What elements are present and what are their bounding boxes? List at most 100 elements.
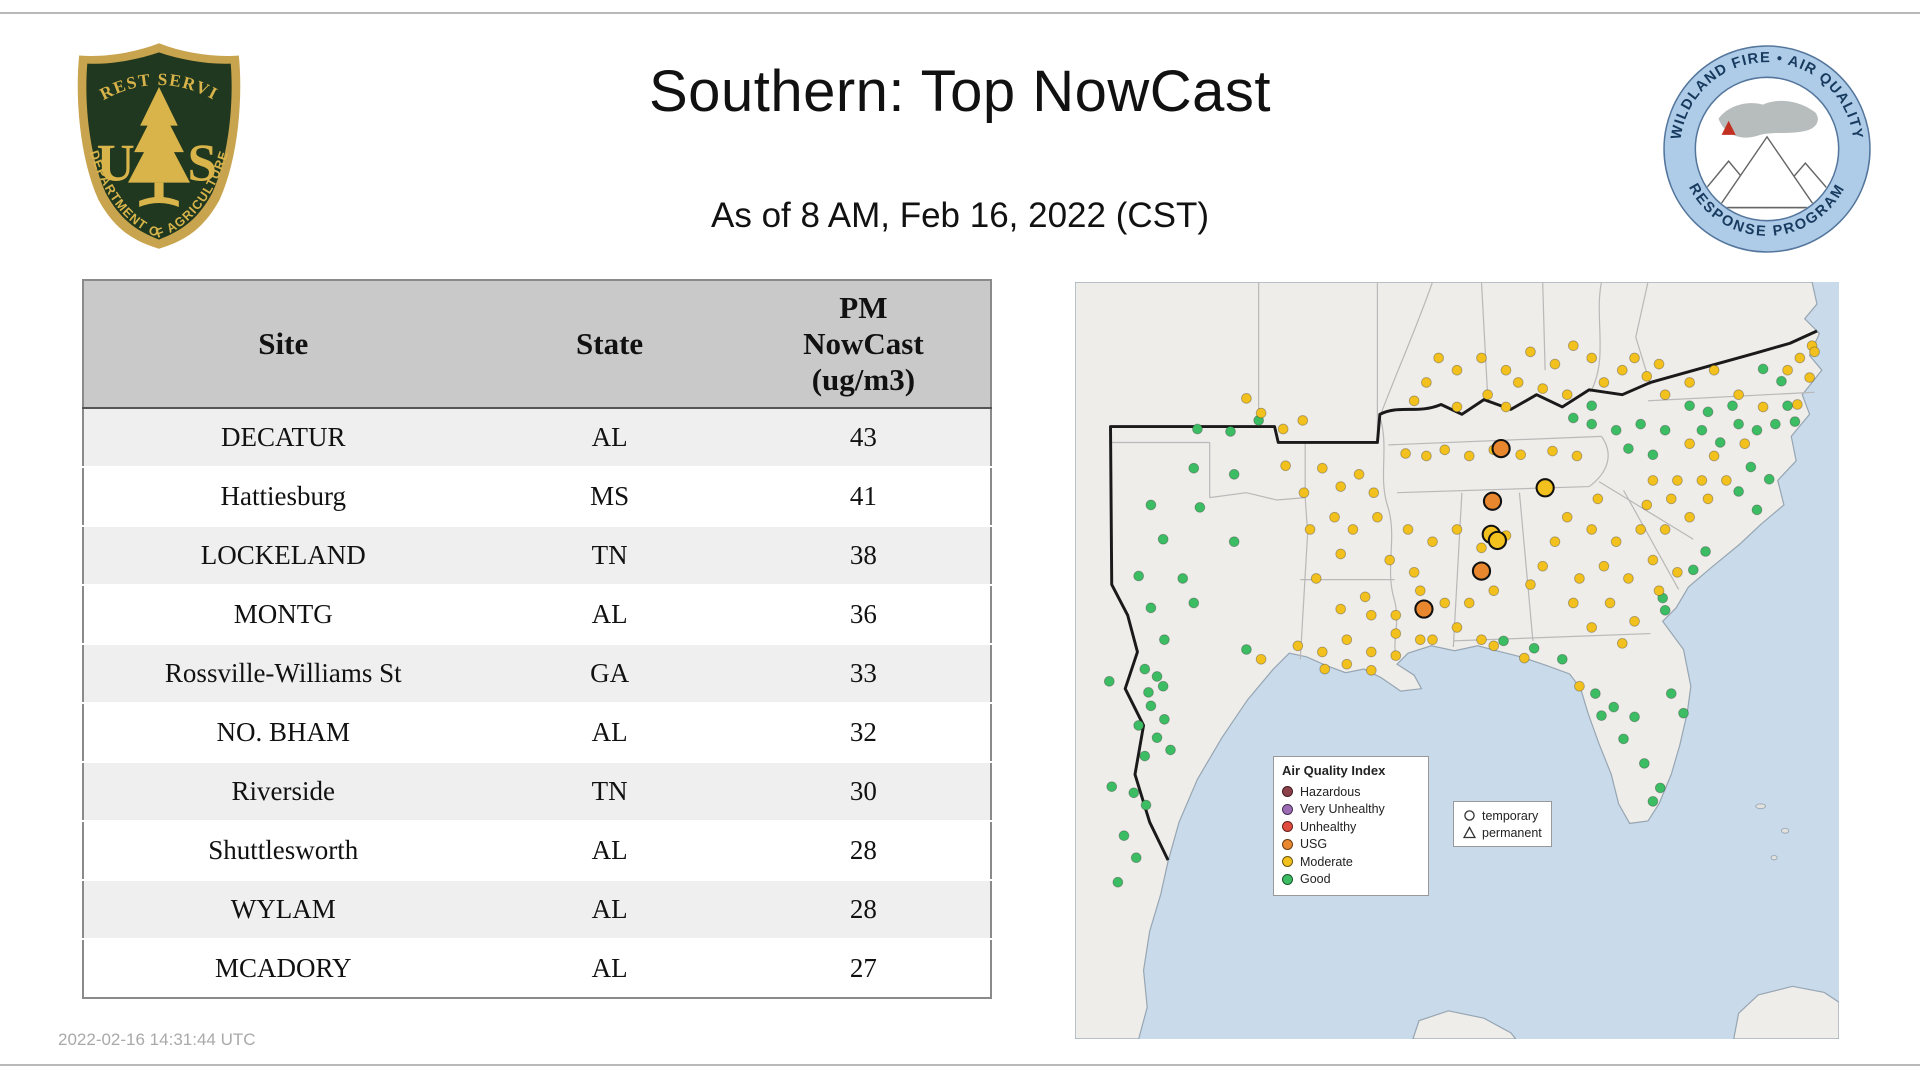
site-cell: WYLAM bbox=[230, 894, 336, 924]
monitor-dot bbox=[1574, 680, 1585, 692]
monitor-dot bbox=[1654, 782, 1666, 794]
monitor-dot bbox=[1684, 438, 1695, 450]
monitor-dot bbox=[1408, 395, 1420, 407]
monitor-dot bbox=[1451, 364, 1463, 376]
monitor-dot bbox=[1763, 473, 1775, 485]
monitor-dot bbox=[1368, 487, 1380, 499]
monitor-dot bbox=[1159, 634, 1170, 646]
monitor-dot bbox=[1623, 443, 1634, 454]
value-cell: 38 bbox=[849, 540, 877, 570]
aqi-swatch-icon bbox=[1282, 803, 1293, 815]
monitor-dot bbox=[1347, 524, 1359, 535]
monitor-dot bbox=[1776, 375, 1787, 387]
value-cell: 28 bbox=[849, 894, 877, 924]
monitor-dot bbox=[1165, 744, 1176, 756]
monitor-dot bbox=[1809, 346, 1820, 358]
monitor-dot bbox=[1476, 634, 1487, 646]
marker-legend-item: permanent bbox=[1463, 824, 1542, 841]
table-row: MCADORY AL 27 bbox=[83, 939, 991, 998]
monitor-dot bbox=[1310, 573, 1322, 584]
monitor-dot bbox=[1684, 400, 1695, 412]
monitor-dot bbox=[1598, 377, 1610, 388]
monitor-dot bbox=[1733, 389, 1744, 401]
landmass-icon bbox=[1718, 100, 1818, 138]
column-header: State bbox=[482, 280, 737, 409]
monitor-dot bbox=[1365, 664, 1377, 676]
monitor-dot bbox=[1598, 560, 1610, 572]
monitor-dot bbox=[1390, 609, 1402, 621]
monitor-dot bbox=[1665, 688, 1677, 699]
aqi-swatch-icon bbox=[1282, 873, 1293, 885]
aqi-legend-label: Very Unhealthy bbox=[1300, 802, 1385, 817]
monitor-dot bbox=[1188, 597, 1200, 609]
islands bbox=[1755, 803, 1790, 861]
monitor-dot bbox=[1292, 640, 1304, 652]
monitor-dot bbox=[1574, 573, 1585, 584]
triangle-marker-icon bbox=[1463, 826, 1476, 839]
monitor-dot bbox=[1177, 573, 1189, 584]
value-cell: 33 bbox=[849, 658, 877, 688]
value-cell: 32 bbox=[849, 717, 877, 747]
aqi-legend-label: Unhealthy bbox=[1300, 819, 1357, 834]
program-logo: WILDLAND FIRE • AIR QUALITY RESPONSE PRO… bbox=[1663, 45, 1871, 253]
aqi-swatch-icon bbox=[1282, 838, 1293, 850]
monitor-dot bbox=[1515, 449, 1526, 461]
monitor-dot bbox=[1139, 663, 1151, 675]
monitor-dot bbox=[1451, 524, 1463, 535]
monitor-dot bbox=[1549, 358, 1561, 370]
table-row: LOCKELAND TN 38 bbox=[83, 526, 991, 585]
monitor-dot bbox=[1535, 478, 1555, 498]
monitor-dot bbox=[1647, 475, 1659, 486]
monitor-dot bbox=[1491, 438, 1511, 459]
site-cell: LOCKELAND bbox=[200, 540, 366, 570]
monitor-dot bbox=[1702, 406, 1714, 418]
usfs-logo: FOREST SERVICE U S DEPARTMENT OF AGRICUL… bbox=[70, 40, 241, 249]
aqi-legend-item: Moderate bbox=[1282, 853, 1420, 871]
monitor-dot bbox=[1402, 524, 1414, 535]
state-cell: AL bbox=[591, 717, 628, 747]
monitor-dot bbox=[1159, 713, 1170, 725]
monitor-dot bbox=[1653, 585, 1665, 597]
monitor-dot bbox=[1482, 491, 1503, 511]
aqi-legend-item: USG bbox=[1282, 836, 1420, 854]
aqi-legend: Air Quality Index Hazardous Very Unhealth… bbox=[1273, 756, 1429, 896]
monitor-dot bbox=[1672, 475, 1683, 486]
monitor-dot bbox=[1770, 418, 1781, 430]
monitor-dot bbox=[1547, 445, 1558, 457]
monitor-dot bbox=[1241, 393, 1252, 404]
monitor-dot bbox=[1684, 377, 1695, 388]
monitor-dot bbox=[1151, 732, 1163, 743]
aqi-map: Air Quality Index Hazardous Very Unhealth… bbox=[1075, 282, 1839, 1039]
monitor-dot bbox=[1567, 340, 1579, 352]
monitor-dot bbox=[1500, 364, 1512, 376]
monitor-dot bbox=[1414, 634, 1426, 646]
cuba bbox=[1733, 985, 1839, 1039]
monitor-dot bbox=[1106, 781, 1118, 792]
monitor-dot bbox=[1335, 603, 1347, 615]
monitor-dot bbox=[1476, 352, 1487, 364]
monitor-dot bbox=[1525, 579, 1536, 590]
monitor-dot bbox=[1139, 750, 1151, 762]
state-borders bbox=[1110, 282, 1815, 660]
monitor-dot bbox=[1561, 389, 1573, 401]
page-title: Southern: Top NowCast bbox=[649, 59, 1271, 124]
monitor-dot bbox=[1571, 450, 1583, 462]
aqi-swatch-icon bbox=[1282, 786, 1293, 798]
monitor-dot bbox=[1151, 671, 1163, 682]
monitor-dot bbox=[1782, 400, 1793, 412]
monitor-dot bbox=[1277, 423, 1289, 435]
aqi-legend-label: Hazardous bbox=[1300, 784, 1361, 799]
marker-legend-items: temporary permanent bbox=[1463, 807, 1542, 841]
monitor-dot bbox=[1421, 450, 1432, 462]
monitor-dot bbox=[1567, 412, 1579, 424]
monitor-dot bbox=[1335, 548, 1347, 560]
monitor-dot bbox=[1157, 680, 1169, 692]
monitor-dot bbox=[1353, 468, 1365, 480]
monitor-dot bbox=[1641, 370, 1653, 382]
monitor-dot bbox=[1610, 424, 1622, 436]
monitor-dot bbox=[1586, 352, 1598, 364]
site-cell: MCADORY bbox=[214, 953, 352, 983]
monitor-dot bbox=[1255, 407, 1267, 419]
monitor-dot bbox=[1140, 799, 1152, 811]
marker-legend-label: permanent bbox=[1482, 825, 1542, 840]
